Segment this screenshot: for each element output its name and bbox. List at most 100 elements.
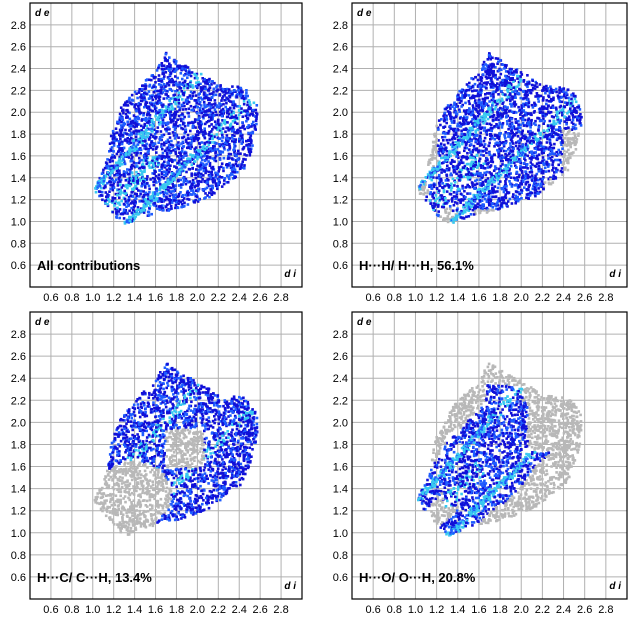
scatter-point	[138, 91, 141, 94]
scatter-point	[189, 121, 192, 124]
scatter-point	[214, 148, 217, 151]
scatter-point	[151, 197, 153, 199]
scatter-point	[163, 65, 166, 68]
scatter-point	[144, 157, 147, 160]
scatter-point	[152, 143, 155, 146]
scatter-point	[140, 129, 143, 132]
scatter-point	[507, 192, 510, 195]
scatter-point	[233, 131, 236, 134]
scatter-point	[142, 177, 145, 180]
scatter-point	[172, 190, 175, 193]
scatter-point	[539, 83, 542, 86]
scatter-point	[468, 148, 471, 151]
scatter-point	[125, 179, 128, 182]
scatter-point	[168, 199, 171, 202]
scatter-point	[182, 164, 184, 166]
scatter-point	[484, 198, 487, 201]
scatter-point	[198, 117, 201, 120]
scatter-point	[188, 168, 191, 171]
scatter-point	[166, 183, 168, 185]
scatter-point	[471, 86, 474, 89]
scatter-point	[245, 92, 248, 95]
scatter-point	[569, 143, 572, 146]
scatter-point	[110, 172, 112, 174]
scatter-point	[498, 207, 501, 210]
scatter-point	[126, 121, 129, 124]
scatter-point	[136, 182, 139, 185]
scatter-point	[565, 134, 568, 137]
scatter-point	[122, 184, 125, 187]
scatter-point	[179, 153, 182, 156]
scatter-point	[144, 186, 147, 189]
scatter-point	[175, 63, 178, 66]
scatter-point	[567, 162, 570, 165]
scatter-point	[137, 105, 140, 108]
panel-label: All contributions	[37, 258, 140, 273]
scatter-point	[144, 85, 147, 88]
scatter-point	[239, 95, 242, 98]
scatter-point	[532, 106, 535, 109]
scatter-point	[201, 159, 204, 162]
scatter-point	[479, 138, 482, 141]
scatter-point	[187, 203, 190, 206]
scatter-point	[197, 81, 200, 84]
scatter-point	[535, 138, 538, 141]
scatter-point	[107, 171, 109, 173]
scatter-point	[487, 166, 490, 169]
scatter-point	[159, 139, 162, 142]
scatter-point	[446, 165, 449, 168]
scatter-point	[459, 162, 462, 165]
scatter-point	[189, 158, 191, 160]
scatter-point	[445, 116, 448, 119]
scatter-point	[162, 164, 165, 167]
scatter-point	[515, 145, 518, 148]
scatter-point	[473, 115, 476, 118]
scatter-point	[492, 196, 495, 199]
scatter-point	[169, 195, 172, 198]
scatter-point	[148, 203, 150, 205]
scatter-point	[145, 130, 147, 132]
scatter-point	[154, 81, 157, 84]
scatter-point	[474, 99, 477, 102]
scatter-point	[494, 134, 497, 137]
scatter-point	[182, 121, 185, 124]
scatter-point	[457, 129, 460, 132]
scatter-point	[529, 141, 532, 144]
scatter-point	[203, 101, 206, 104]
scatter-point	[230, 165, 233, 168]
scatter-point	[155, 175, 158, 178]
scatter-point	[194, 161, 197, 164]
scatter-point	[139, 112, 142, 115]
scatter-point	[202, 174, 205, 177]
scatter-point	[153, 76, 156, 79]
scatter-point	[484, 127, 487, 130]
scatter-point	[484, 97, 487, 100]
scatter-point	[247, 132, 250, 135]
scatter-point	[505, 174, 508, 177]
scatter-point	[130, 202, 133, 205]
scatter-point	[196, 106, 199, 109]
scatter-point	[103, 180, 105, 182]
scatter-point	[505, 178, 508, 181]
scatter-point	[509, 145, 512, 148]
scatter-point	[492, 75, 495, 78]
scatter-point	[121, 143, 124, 146]
scatter-point	[222, 145, 225, 148]
scatter-point	[120, 132, 123, 135]
scatter-point	[498, 99, 501, 102]
scatter-point	[138, 162, 141, 165]
scatter-point	[217, 182, 220, 185]
scatter-point	[205, 152, 208, 155]
scatter-point	[124, 198, 127, 201]
scatter-point	[117, 181, 120, 184]
scatter-point	[226, 116, 229, 119]
scatter-point	[106, 158, 109, 161]
scatter-point	[509, 103, 512, 106]
scatter-point	[195, 94, 198, 97]
scatter-point	[123, 173, 126, 176]
scatter-point	[177, 141, 180, 144]
scatter-point	[466, 116, 469, 119]
scatter-point	[118, 150, 121, 153]
scatter-point	[182, 177, 185, 180]
scatter-point	[194, 173, 197, 176]
